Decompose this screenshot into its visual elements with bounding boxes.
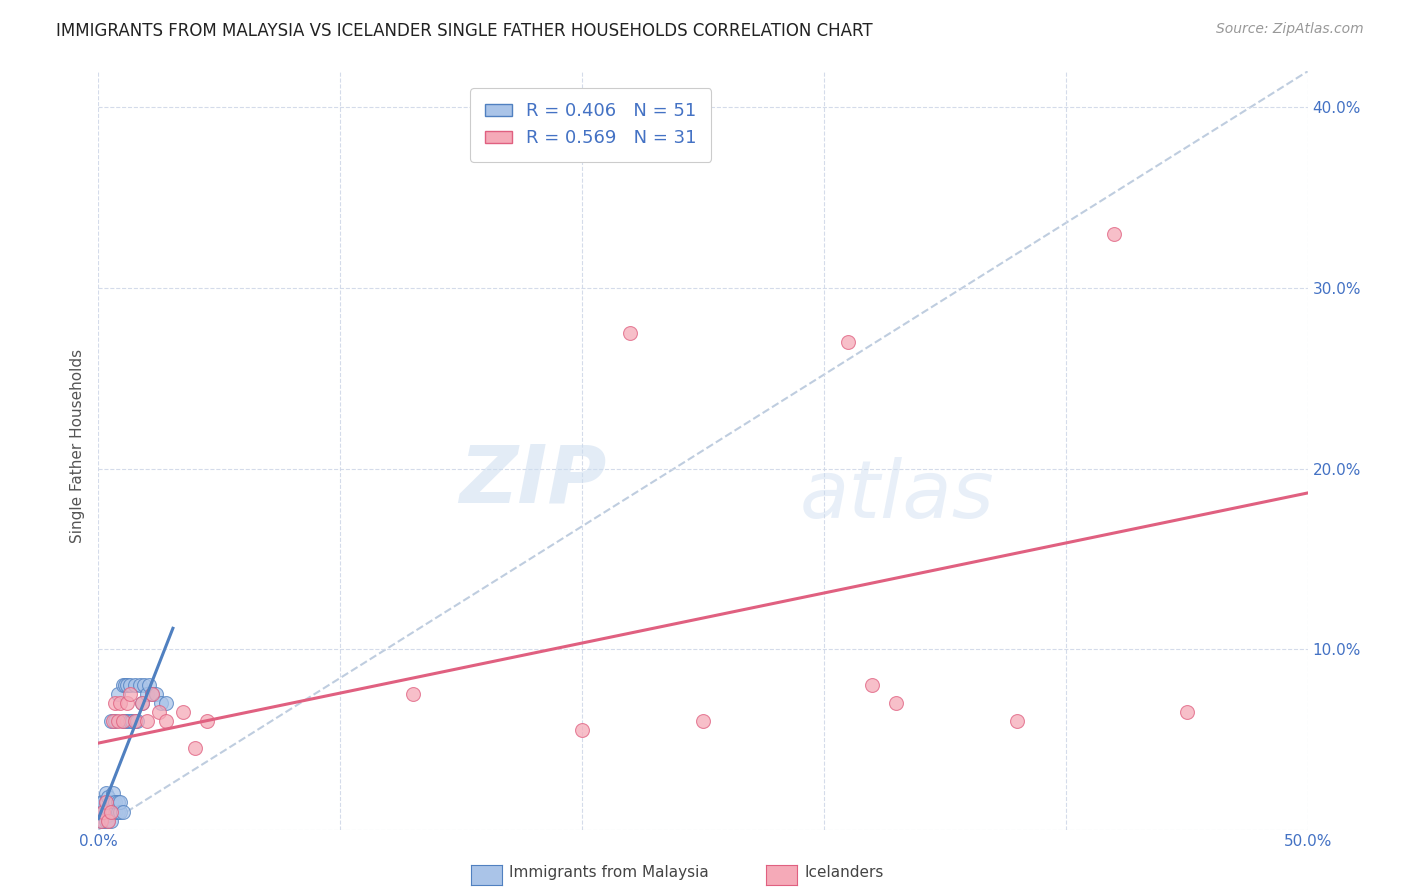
Point: [104, 696, 127, 710]
Point: [124, 714, 146, 729]
Text: Single Father Households: Single Father Households: [70, 349, 84, 543]
Text: IMMIGRANTS FROM MALAYSIA VS ICELANDER SINGLE FATHER HOUSEHOLDS CORRELATION CHART: IMMIGRANTS FROM MALAYSIA VS ICELANDER SI…: [56, 22, 873, 40]
Point: [108, 805, 131, 819]
Point: [108, 796, 131, 810]
Point: [114, 678, 136, 692]
Point: [94, 814, 117, 828]
Point: [94, 805, 117, 819]
Point: [837, 335, 859, 350]
Point: [94, 787, 117, 801]
Point: [148, 705, 170, 719]
Point: [1102, 227, 1125, 241]
Point: [91, 814, 114, 828]
Point: [90, 814, 112, 828]
Point: [104, 714, 127, 729]
Point: [117, 696, 139, 710]
Point: [91, 796, 114, 810]
Point: [1175, 705, 1198, 719]
Point: [111, 678, 134, 692]
Point: [571, 723, 593, 738]
Point: [107, 714, 129, 729]
Point: [118, 678, 141, 692]
Point: [145, 687, 167, 701]
Point: [118, 714, 141, 729]
Point: [107, 805, 129, 819]
Text: Source: ZipAtlas.com: Source: ZipAtlas.com: [1216, 22, 1364, 37]
Point: [134, 678, 156, 692]
Point: [104, 805, 127, 819]
Point: [97, 808, 120, 822]
Point: [97, 790, 120, 805]
Point: [94, 796, 117, 810]
Point: [100, 796, 122, 810]
Point: [184, 741, 207, 756]
Point: [111, 805, 134, 819]
Point: [94, 796, 117, 810]
Text: ZIP: ZIP: [458, 442, 606, 520]
Point: [97, 814, 120, 828]
Point: [97, 801, 120, 815]
Point: [121, 714, 143, 729]
Point: [100, 805, 122, 819]
Point: [101, 787, 124, 801]
Legend: R = 0.406   N = 51, R = 0.569   N = 31: R = 0.406 N = 51, R = 0.569 N = 31: [470, 88, 711, 161]
Point: [131, 696, 153, 710]
Point: [150, 696, 173, 710]
Text: Immigrants from Malaysia: Immigrants from Malaysia: [509, 865, 709, 880]
Point: [117, 678, 139, 692]
Text: Icelanders: Icelanders: [804, 865, 883, 880]
Point: [104, 796, 127, 810]
Point: [97, 814, 120, 828]
Point: [91, 805, 114, 819]
Point: [155, 714, 177, 729]
Point: [101, 805, 124, 819]
Point: [114, 714, 136, 729]
Text: atlas: atlas: [800, 457, 994, 535]
Point: [402, 687, 425, 701]
Point: [108, 696, 131, 710]
Point: [107, 687, 129, 701]
Point: [172, 705, 194, 719]
Point: [101, 796, 124, 810]
Point: [886, 696, 908, 710]
Point: [195, 714, 218, 729]
Point: [107, 796, 129, 810]
Point: [91, 805, 114, 819]
Point: [860, 678, 883, 692]
Point: [90, 796, 112, 810]
Point: [127, 714, 149, 729]
Point: [117, 714, 139, 729]
Point: [141, 687, 163, 701]
Point: [692, 714, 714, 729]
Point: [619, 326, 641, 340]
Point: [100, 805, 122, 819]
Point: [138, 678, 160, 692]
Point: [101, 714, 124, 729]
Point: [131, 696, 153, 710]
Point: [124, 678, 146, 692]
Point: [111, 714, 134, 729]
Point: [1007, 714, 1029, 729]
Point: [135, 687, 157, 701]
Point: [135, 714, 157, 729]
Point: [90, 814, 112, 828]
Point: [128, 678, 150, 692]
Point: [100, 814, 122, 828]
Point: [155, 696, 177, 710]
Point: [90, 805, 112, 819]
Point: [124, 714, 146, 729]
Point: [100, 714, 122, 729]
Point: [111, 714, 134, 729]
Point: [141, 687, 163, 701]
Point: [118, 687, 141, 701]
